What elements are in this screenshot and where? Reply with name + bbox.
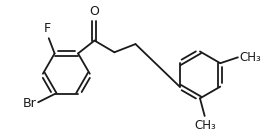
Text: CH₃: CH₃ bbox=[239, 51, 261, 64]
Text: CH₃: CH₃ bbox=[194, 119, 216, 132]
Text: Br: Br bbox=[22, 97, 36, 110]
Text: F: F bbox=[44, 22, 51, 35]
Text: O: O bbox=[89, 5, 99, 18]
